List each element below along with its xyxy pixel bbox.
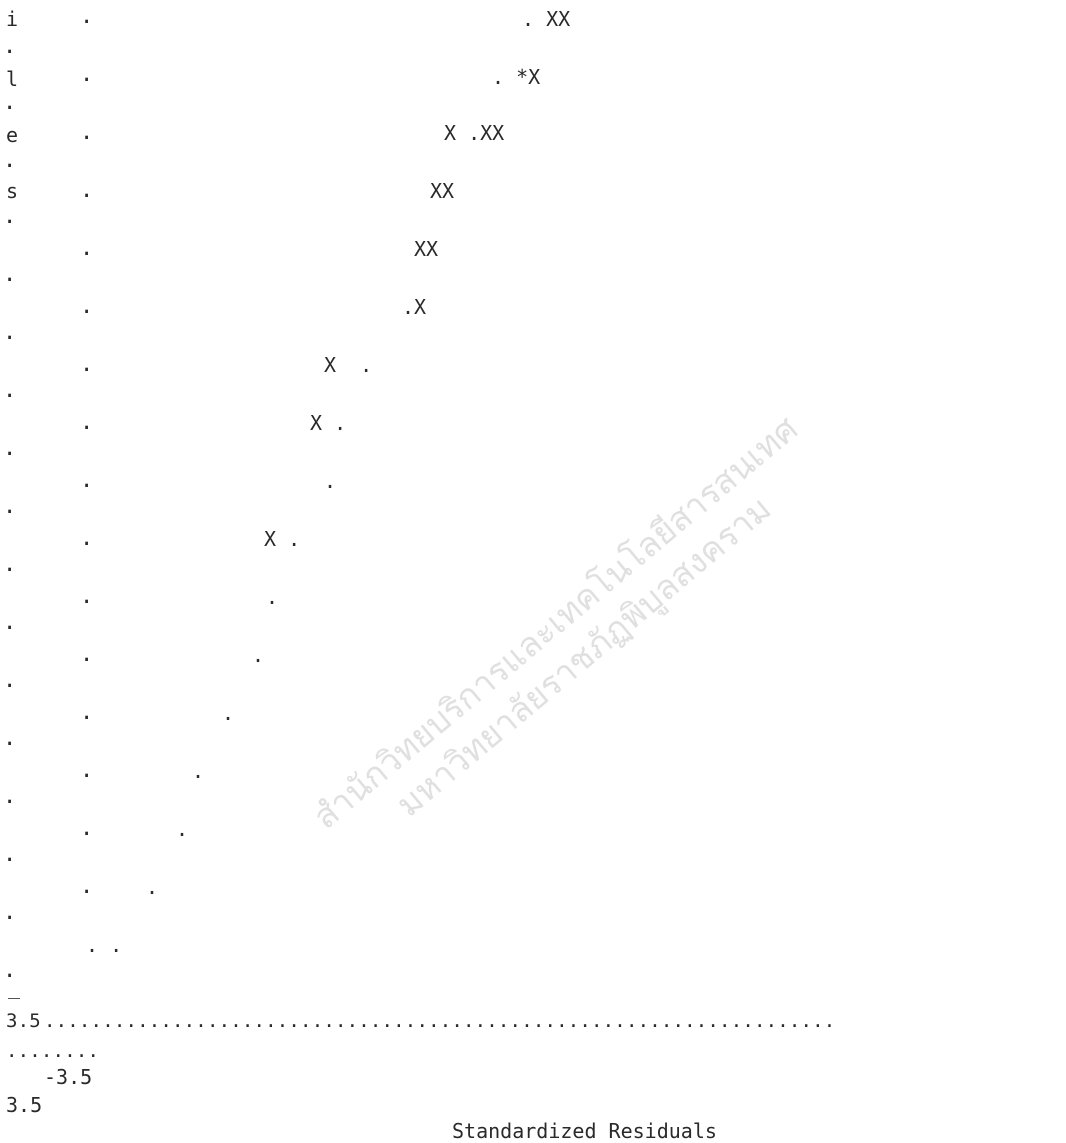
x-axis-min-label: -3.5	[44, 1065, 93, 1089]
left-dot: .	[3, 784, 17, 809]
plot-row-marker: .X	[402, 295, 427, 319]
left-dot: .	[3, 610, 17, 635]
axis-dot: .	[80, 816, 94, 841]
plot-row-marker: .	[266, 585, 279, 609]
axis-dot: .	[80, 758, 94, 783]
left-dot: .	[3, 552, 17, 577]
axis-dot: .	[80, 294, 94, 319]
left-dot: .	[3, 148, 17, 173]
plot-row-marker: .	[146, 875, 159, 899]
axis-dot: .	[80, 352, 94, 377]
baseline-dots-continued: ........	[6, 1040, 100, 1062]
left-dot: .	[3, 842, 17, 867]
axis-dot: .	[80, 62, 94, 87]
plot-row-marker: XX	[430, 179, 455, 203]
plot-row-marker: .	[252, 643, 265, 667]
plot-row-marker: . .	[86, 933, 123, 957]
axis-dot: .	[80, 120, 94, 145]
plot-row-marker: XX	[414, 237, 439, 261]
axis-letter-i: i	[6, 7, 19, 31]
x-axis-title: Standardized Residuals	[452, 1119, 717, 1143]
plot-row-marker: .	[176, 817, 189, 841]
left-dot: .	[3, 726, 17, 751]
plot-row-marker: . *X	[492, 65, 541, 89]
left-dot: .	[3, 958, 17, 983]
watermark-line-1: สำนักวิทยบริการและเทคโนโลยีสารสนเทศ	[305, 408, 806, 838]
axis-dot: .	[80, 874, 94, 899]
left-dot: .	[3, 436, 17, 461]
x-axis-max-label: 3.5	[6, 1093, 43, 1117]
left-dot: .	[3, 494, 17, 519]
left-dot: .	[3, 668, 17, 693]
axis-dot: .	[80, 642, 94, 667]
axis-dot: .	[80, 4, 94, 29]
axis-letter-l: l	[6, 67, 19, 91]
baseline-start-label: 3.5	[6, 1010, 41, 1032]
axis-letter-s: s	[6, 179, 19, 203]
axis-dot: .	[80, 526, 94, 551]
left-dot: .	[3, 262, 17, 287]
left-dot: .	[3, 378, 17, 403]
axis-dot: .	[80, 410, 94, 435]
dash-mark: _	[8, 975, 21, 999]
watermark-line-2: มหาวิทยาลัยราชภัฏพิบูลสงคราม	[389, 488, 780, 826]
left-dot: .	[3, 204, 17, 229]
plot-row-marker: .	[222, 701, 235, 725]
plot-row-marker: X .	[310, 411, 347, 435]
left-dot: .	[3, 320, 17, 345]
axis-dot: .	[80, 700, 94, 725]
axis-dot: .	[80, 236, 94, 261]
axis-dot: .	[80, 468, 94, 493]
plot-row-marker: .	[324, 469, 337, 493]
plot-row-marker: X .	[324, 353, 373, 377]
axis-dot: .	[80, 584, 94, 609]
left-dot: .	[3, 34, 17, 59]
baseline-dots: ........................................…	[44, 1010, 836, 1032]
plot-row-marker: X .	[264, 527, 301, 551]
left-dot: .	[3, 900, 17, 925]
plot-row-marker: .	[192, 759, 205, 783]
plot-row-marker: X .XX	[444, 121, 505, 145]
plot-row-marker: . XX	[522, 7, 571, 31]
left-dot: .	[3, 90, 17, 115]
axis-dot: .	[80, 178, 94, 203]
axis-letter-e: e	[6, 123, 19, 147]
